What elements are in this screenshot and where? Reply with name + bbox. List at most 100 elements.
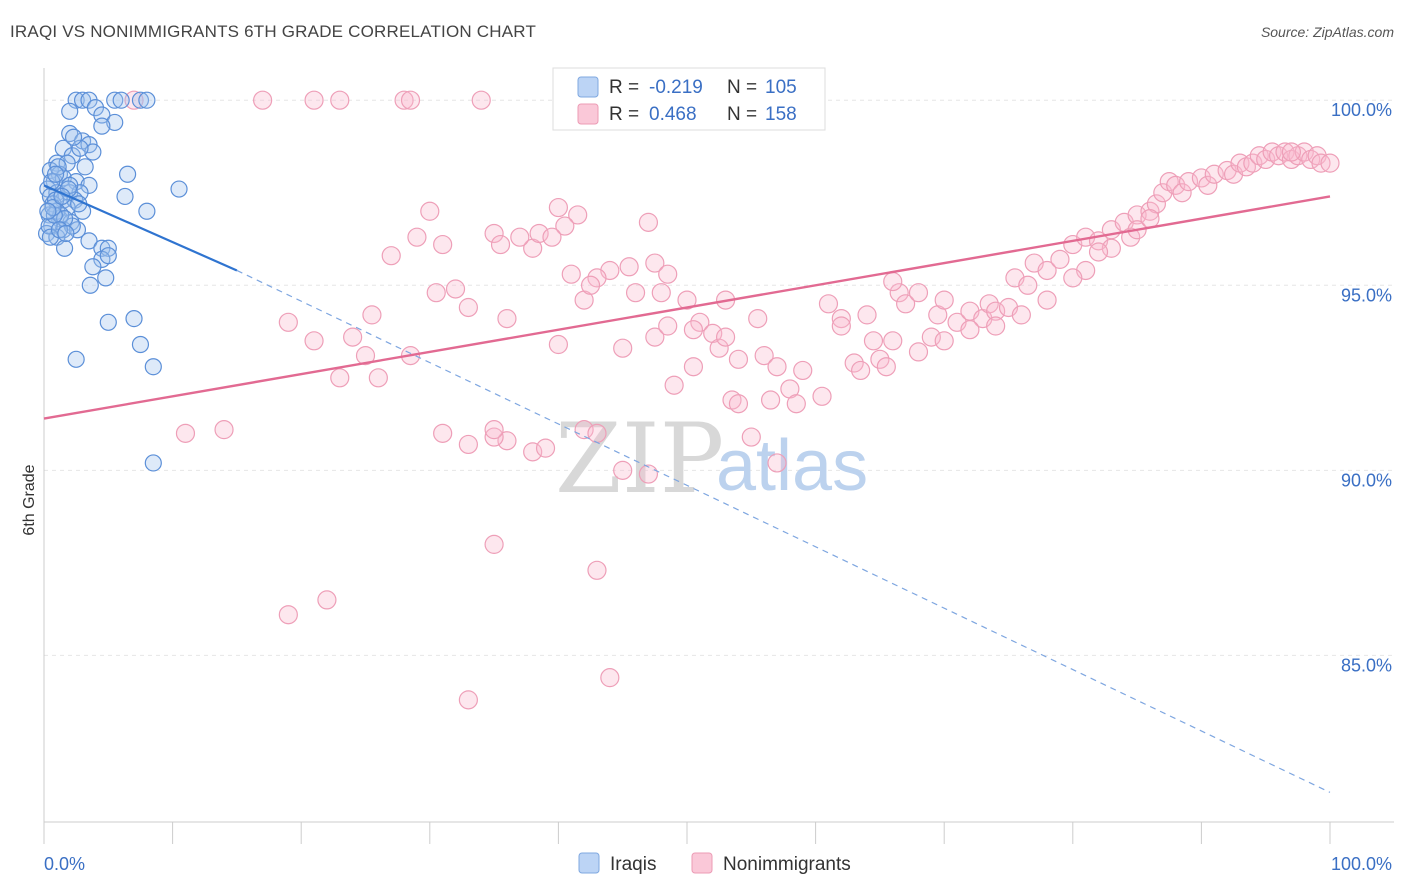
iraqis-point (144, 454, 162, 472)
nonimmigrants-point (317, 590, 337, 610)
nonimmigrants-point (979, 294, 999, 314)
source-label: Source: ZipAtlas.com (1260, 24, 1394, 40)
iraqis-point (170, 180, 188, 198)
nonimmigrants-point (555, 216, 575, 236)
nonimmigrants-point (175, 423, 196, 443)
trend-lines (43, 184, 1331, 793)
nonimmigrants-point (831, 308, 851, 329)
iraqis-point (116, 187, 134, 206)
nonimmigrants-point (580, 275, 601, 295)
nonimmigrants-point (458, 434, 478, 455)
nonimmigrants-point (490, 234, 511, 255)
iraqis-point (55, 239, 74, 257)
legend-bottom: Iraqis Nonimmigrants (578, 852, 851, 875)
iraqis-points (37, 91, 188, 472)
nonimmigrants-point (767, 357, 787, 377)
nonimmigrants-point (709, 338, 729, 358)
nonimmigrants-point (690, 312, 710, 332)
nonimmigrants-point (786, 394, 806, 414)
nonimmigrants-point (484, 223, 504, 244)
nonimmigrants-point (883, 331, 903, 351)
nonimmigrants-point (214, 420, 234, 440)
nonimmigrants-point (471, 90, 491, 110)
nonimmigrants-point (529, 223, 549, 244)
y-tick-label: 100.0% (1331, 100, 1392, 120)
watermark-atlas: atlas (716, 426, 868, 506)
axes (43, 68, 1394, 844)
nonimmigrants-point (883, 271, 903, 292)
nonimmigrants-point (625, 283, 646, 303)
nonimmigrants-point (760, 390, 781, 410)
nonimmigrants-point (587, 268, 607, 288)
nonimmigrants-point (304, 331, 324, 351)
iraqis-point (131, 91, 150, 109)
nonimmigrants-point (330, 368, 350, 388)
nonimmigrants-point (523, 442, 543, 462)
nonimmigrants-point (304, 90, 324, 110)
y-tick-labels: 85.0% 90.0% 95.0% 100.0% (1331, 100, 1392, 675)
nonimmigrants-point (1191, 168, 1212, 188)
nonimmigrants-trend-line (43, 195, 1331, 420)
nonimmigrants-point (889, 283, 909, 303)
nonimmigrants-point (857, 305, 877, 325)
iraqis-point (73, 91, 92, 109)
nonimmigrants-point (587, 423, 607, 443)
iraqis-point (80, 232, 98, 250)
nonimmigrants-point (548, 197, 569, 218)
nonimmigrants-point (1172, 183, 1192, 203)
nonimmigrants-point (394, 90, 414, 110)
nonimmigrants-point (1275, 142, 1295, 162)
iraqis-point (144, 358, 162, 376)
nonimmigrants-point (1198, 175, 1218, 195)
nonimmigrants-point (355, 346, 376, 366)
nonimmigrants-point (1037, 260, 1057, 281)
chart-title: IRAQI VS NONIMMIGRANTS 6TH GRADE CORRELA… (10, 22, 537, 41)
nonimmigrants-point (870, 349, 890, 369)
nonimmigrants-point (812, 386, 832, 406)
nonimmigrants-point (278, 605, 298, 625)
nonimmigrants-point (1011, 305, 1031, 325)
nonimmigrants-point (1320, 153, 1340, 173)
nonimmigrants-point (510, 227, 530, 247)
x-tick-labels: 0.0% 100.0% (44, 854, 1392, 874)
nonimmigrants-point (124, 90, 144, 110)
nonimmigrants-point (484, 534, 504, 554)
iraqis-point (118, 165, 137, 183)
legend-r-label-iraqis: R = (609, 77, 639, 98)
nonimmigrants-point (767, 453, 787, 473)
nonimmigrants-point (1127, 205, 1147, 225)
y-tick-label: 85.0% (1341, 655, 1392, 675)
legend-n-value-nonimmigrants: 158 (765, 104, 797, 125)
nonimmigrants-point (876, 357, 896, 377)
nonimmigrants-point (407, 227, 427, 247)
iraqis-point (112, 91, 130, 109)
nonimmigrants-point (664, 375, 684, 395)
legend-r-value-nonimmigrants: 0.468 (649, 104, 697, 125)
nonimmigrants-point (420, 201, 440, 221)
y-axis-title: 6th Grade (21, 464, 38, 535)
nonimmigrants-point (793, 360, 813, 381)
legend-bottom-label-iraqis: Iraqis (610, 854, 656, 875)
nonimmigrants-point (741, 427, 761, 447)
nonimmigrants-point (728, 394, 749, 414)
nonimmigrants-point (613, 460, 633, 480)
iraqis-point (81, 276, 99, 294)
legend-bottom-swatch-iraqis (578, 852, 600, 874)
nonimmigrants-point (1256, 149, 1276, 170)
iraqis-point (84, 258, 102, 276)
nonimmigrants-point (458, 297, 478, 318)
legend-swatch-iraqis (577, 76, 599, 98)
nonimmigrants-point (587, 560, 607, 580)
x-tick-label-max: 100.0% (1331, 854, 1392, 874)
iraqis-point (64, 128, 83, 146)
nonimmigrants-point (1018, 275, 1038, 295)
nonimmigrants-point (638, 212, 659, 232)
iraqis-point (39, 202, 57, 220)
x-tick-label-min: 0.0% (44, 854, 85, 874)
nonimmigrants-point (851, 360, 871, 381)
iraqis-point (125, 309, 143, 328)
nonimmigrants-point (1050, 249, 1070, 269)
nonimmigrants-point (818, 294, 839, 314)
nonimmigrants-point (1140, 201, 1160, 221)
